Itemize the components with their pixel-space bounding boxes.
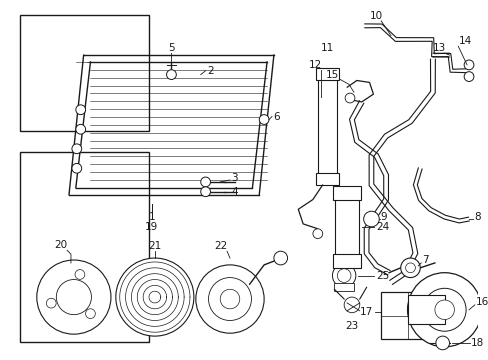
Text: 3: 3	[231, 173, 238, 183]
Circle shape	[435, 336, 448, 350]
Circle shape	[407, 273, 481, 347]
Text: 18: 18	[470, 338, 483, 348]
Text: 8: 8	[473, 212, 480, 222]
Text: 4: 4	[231, 187, 238, 197]
Circle shape	[72, 163, 81, 173]
Bar	[333, 254, 360, 268]
Text: 23: 23	[345, 321, 358, 331]
Text: 9: 9	[380, 212, 386, 222]
Circle shape	[434, 300, 453, 320]
Circle shape	[166, 70, 176, 80]
Bar	[381, 292, 434, 339]
Circle shape	[75, 270, 84, 279]
Text: 17: 17	[360, 307, 373, 317]
Text: 5: 5	[168, 43, 174, 53]
Text: 12: 12	[308, 60, 322, 70]
Bar	[334, 283, 353, 291]
Circle shape	[200, 177, 210, 187]
Text: 20: 20	[55, 240, 68, 250]
Circle shape	[312, 229, 322, 239]
Circle shape	[208, 278, 251, 320]
Bar	[333, 186, 360, 199]
Circle shape	[220, 289, 239, 309]
Circle shape	[195, 265, 264, 333]
Circle shape	[463, 72, 473, 81]
Text: 24: 24	[376, 222, 389, 232]
Text: 22: 22	[214, 241, 227, 251]
Circle shape	[46, 298, 56, 308]
Text: 16: 16	[475, 297, 488, 307]
Circle shape	[400, 258, 419, 278]
Text: 6: 6	[273, 112, 280, 122]
Circle shape	[76, 105, 85, 114]
Circle shape	[405, 263, 414, 273]
Bar	[315, 173, 339, 185]
Circle shape	[116, 258, 193, 336]
Text: 11: 11	[320, 43, 333, 53]
Circle shape	[85, 309, 95, 319]
Bar	[407, 295, 444, 324]
Text: 14: 14	[458, 36, 471, 46]
Text: 19: 19	[145, 222, 158, 232]
Circle shape	[72, 144, 81, 154]
Text: 1: 1	[148, 212, 155, 222]
Circle shape	[56, 279, 91, 315]
Bar	[317, 77, 337, 175]
Circle shape	[273, 251, 287, 265]
Bar	[335, 198, 358, 256]
Text: 7: 7	[421, 255, 427, 265]
Circle shape	[37, 260, 111, 334]
Text: 21: 21	[148, 241, 161, 251]
Circle shape	[332, 264, 355, 287]
Circle shape	[200, 187, 210, 197]
Text: 2: 2	[207, 66, 213, 76]
Circle shape	[422, 288, 465, 331]
Circle shape	[337, 269, 350, 283]
Circle shape	[76, 125, 85, 134]
Circle shape	[363, 211, 379, 227]
Text: 25: 25	[376, 271, 389, 280]
Circle shape	[344, 297, 359, 313]
Text: 10: 10	[369, 11, 382, 21]
Circle shape	[345, 93, 354, 103]
Bar	[20, 152, 148, 342]
Circle shape	[463, 60, 473, 70]
Text: 13: 13	[432, 43, 446, 53]
Text: 15: 15	[325, 69, 338, 80]
Bar	[315, 68, 339, 80]
Bar	[20, 15, 148, 131]
Circle shape	[259, 114, 268, 125]
